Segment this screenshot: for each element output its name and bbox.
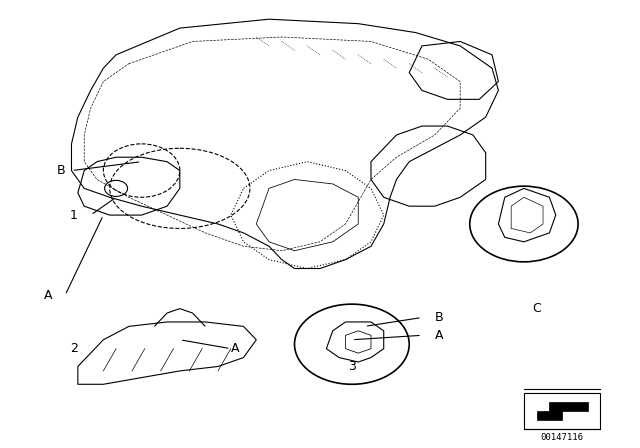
Polygon shape	[537, 402, 588, 420]
Text: A: A	[231, 342, 239, 355]
Text: 3: 3	[348, 360, 356, 373]
Text: B: B	[435, 311, 444, 324]
Text: A: A	[44, 289, 52, 302]
Text: 00147116: 00147116	[541, 433, 584, 442]
Text: 1: 1	[70, 209, 78, 222]
Text: 2: 2	[70, 342, 78, 355]
Text: A: A	[435, 329, 444, 342]
Text: C: C	[532, 302, 541, 315]
Text: B: B	[56, 164, 65, 177]
